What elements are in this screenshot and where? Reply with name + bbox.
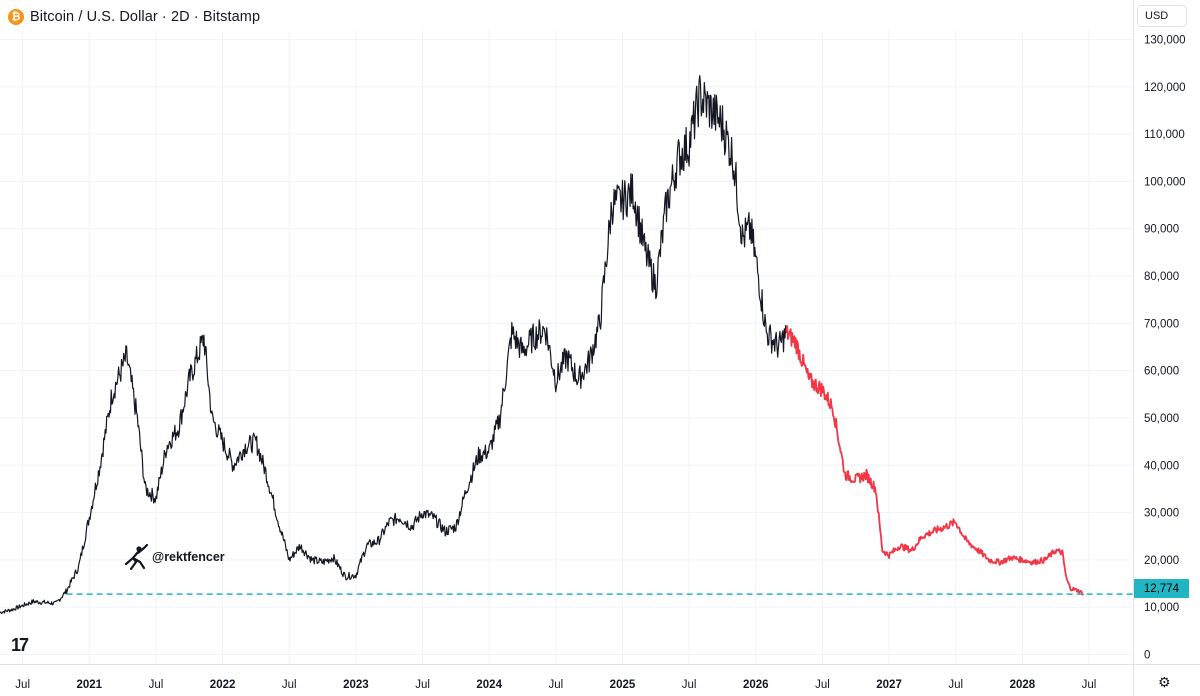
bitcoin-icon: ₿	[8, 9, 24, 25]
x-tick-label: Jul	[1082, 679, 1097, 691]
y-tick-label: 60,000	[1144, 366, 1179, 378]
y-tick-label: 90,000	[1144, 224, 1179, 236]
y-tick-label: 70,000	[1144, 318, 1179, 330]
x-tick-label: 2027	[876, 679, 902, 691]
currency-selector[interactable]: USD	[1137, 5, 1187, 27]
y-tick-label: 30,000	[1144, 508, 1179, 520]
projection-price-line	[785, 325, 1084, 596]
x-tick-label: 2026	[743, 679, 769, 691]
y-tick-label: 20,000	[1144, 555, 1179, 567]
y-tick-label: 110,000	[1144, 129, 1185, 141]
x-tick-label: 2028	[1010, 679, 1036, 691]
y-tick-label: 50,000	[1144, 413, 1179, 425]
x-tick-label: 2024	[476, 679, 502, 691]
x-tick-label: Jul	[282, 679, 297, 691]
historical-price-line	[0, 75, 787, 615]
x-tick-label: Jul	[15, 679, 30, 691]
x-tick-label: Jul	[415, 679, 430, 691]
y-tick-label: 40,000	[1144, 460, 1179, 472]
y-tick-label: 100,000	[1144, 176, 1186, 188]
y-tick-label: 0	[1144, 650, 1150, 662]
x-tick-label: Jul	[815, 679, 830, 691]
x-tick-label: 2023	[343, 679, 369, 691]
x-tick-label: Jul	[548, 679, 563, 691]
x-tick-label: 2022	[210, 679, 236, 691]
y-tick-label: 120,000	[1144, 82, 1186, 94]
settings-icon[interactable]: ⚙	[1158, 674, 1171, 690]
y-tick-label: 10,000	[1144, 602, 1179, 614]
x-tick-label: Jul	[682, 679, 697, 691]
grid	[0, 30, 1133, 664]
x-tick-label: Jul	[948, 679, 963, 691]
x-tick-label: 2025	[610, 679, 636, 691]
tradingview-logo[interactable]: 17	[11, 635, 29, 655]
y-tick-label: 130,000	[1144, 34, 1186, 46]
series-layer	[0, 75, 1084, 615]
x-tick-label: Jul	[149, 679, 164, 691]
y-tick-label: 80,000	[1144, 271, 1179, 283]
current-level-label: 12,774	[1134, 579, 1189, 598]
fencer-icon	[124, 544, 148, 570]
chart-title: Bitcoin / U.S. Dollar · 2D · Bitstamp	[30, 9, 261, 25]
x-tick-label: 2021	[77, 679, 103, 691]
watermark-handle: @rektfencer	[152, 550, 225, 564]
chart-header: ₿ Bitcoin / U.S. Dollar · 2D · Bitstamp	[8, 6, 260, 28]
watermark: @rektfencer	[122, 544, 225, 570]
